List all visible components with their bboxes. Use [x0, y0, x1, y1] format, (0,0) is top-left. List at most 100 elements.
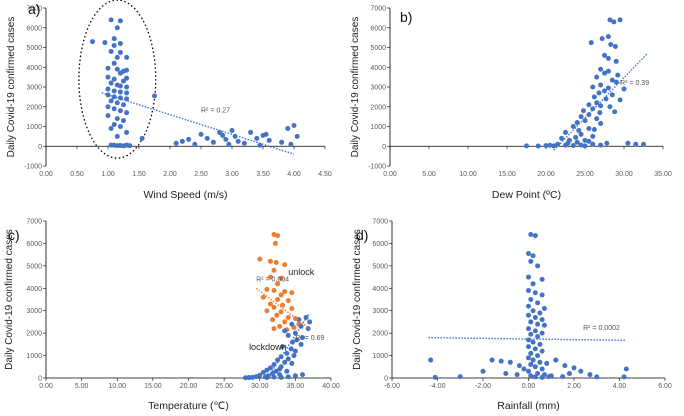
data-point-cases: [108, 17, 114, 23]
r-squared-label: R² = 0.0002: [583, 325, 620, 332]
data-point-cases: [105, 65, 111, 71]
data-point-cases: [220, 132, 226, 138]
data-point-cases: [605, 68, 611, 74]
data-point-unlock: [267, 274, 273, 280]
data-point-cases: [604, 140, 610, 146]
data-point-cases: [537, 341, 543, 347]
data-point-cases: [105, 104, 111, 110]
data-point-unlock: [274, 312, 280, 318]
r-squared-label: R² = 0.69: [295, 335, 324, 342]
data-point-cases: [617, 97, 623, 103]
data-point-cases: [590, 141, 596, 147]
data-point-cases: [105, 86, 111, 92]
x-tick-label: 10.00: [459, 171, 477, 178]
data-point-cases: [117, 124, 123, 129]
data-point-cases: [621, 86, 627, 92]
data-point-lockdown: [285, 356, 291, 362]
data-point-unlock: [280, 302, 286, 308]
data-point-unlock: [275, 233, 281, 239]
y-tick-label: 6000: [370, 25, 386, 32]
data-point-cases: [535, 334, 541, 340]
data-point-cases: [532, 233, 538, 239]
data-point-cases: [111, 106, 117, 112]
y-tick-label: 7000: [372, 219, 388, 226]
y-tick-label: 1000: [26, 353, 42, 360]
data-point-cases: [105, 74, 111, 80]
data-point-cases: [114, 116, 120, 122]
data-point-cases: [608, 42, 614, 48]
x-tick-label: 20.00: [537, 171, 555, 178]
x-tick-label: 6.00: [658, 383, 672, 390]
data-point-lockdown: [291, 353, 297, 359]
data-point-cases: [532, 314, 538, 320]
data-point-cases: [532, 290, 538, 296]
y-tick-label: 4000: [372, 286, 388, 293]
x-tick-label: 1.50: [132, 171, 146, 178]
data-point-cases: [526, 337, 531, 343]
data-point-cases: [566, 371, 572, 377]
y-tick-label: 3000: [26, 85, 42, 92]
data-point-cases: [532, 374, 538, 380]
data-point-cases: [114, 66, 120, 72]
r-squared-label: R² = 0.27: [201, 108, 230, 115]
data-point-cases: [539, 330, 545, 336]
data-point-cases: [535, 321, 541, 327]
y-tick-label: 5000: [372, 263, 388, 270]
x-axis-label: Dew Point (ºC): [492, 189, 561, 201]
data-point-cases: [198, 131, 204, 137]
data-point-cases: [528, 373, 534, 379]
data-point-cases: [111, 122, 117, 128]
y-tick-label: 2000: [372, 331, 388, 338]
y-tick-label: 1000: [26, 124, 42, 131]
data-point-unlock: [289, 305, 295, 311]
data-point-cases: [574, 139, 580, 145]
panel-label: c): [8, 227, 20, 243]
data-point-unlock: [285, 314, 291, 320]
y-tick-label: 7000: [26, 6, 42, 13]
data-point-lockdown: [285, 332, 291, 338]
data-point-cases: [114, 100, 120, 106]
data-point-cases: [590, 106, 596, 112]
y-tick-label: 4000: [26, 65, 42, 72]
y-tick-label: 3000: [370, 85, 386, 92]
data-point-unlock: [275, 297, 281, 302]
data-point-cases: [591, 126, 597, 132]
data-point-cases: [121, 78, 126, 84]
data-point-cases: [124, 67, 130, 73]
data-point-cases: [117, 41, 123, 47]
data-point-cases: [528, 258, 534, 264]
data-point-unlock: [282, 289, 288, 295]
data-point-cases: [596, 90, 602, 96]
data-point-cases: [117, 49, 123, 55]
data-point-cases: [598, 103, 604, 109]
data-point-cases: [609, 77, 615, 83]
data-point-cases: [625, 140, 631, 146]
data-point-cases: [597, 110, 603, 116]
data-point-cases: [179, 138, 185, 144]
y-tick-label: 7000: [370, 6, 386, 13]
data-point-cases: [121, 102, 126, 108]
chart-panel-c: 0 1000 2000 3000 4000 5000 6000 7000 0.00 5.00 10.…: [4, 219, 340, 413]
x-tick-label: 1.00: [101, 171, 115, 178]
data-point-cases: [541, 305, 547, 311]
data-point-cases: [117, 89, 123, 95]
x-tick-label: 35.00: [654, 171, 672, 178]
data-point-cases: [507, 359, 513, 365]
y-tick-label: 5000: [370, 45, 386, 52]
x-tick-label: -4.00: [430, 383, 446, 390]
data-point-cases: [235, 138, 241, 144]
data-point-cases: [117, 70, 123, 76]
data-point-cases: [578, 114, 584, 120]
data-point-cases: [530, 339, 536, 345]
data-point-cases: [587, 372, 593, 378]
x-tick-label: 0.00: [39, 171, 53, 178]
data-point-cases: [582, 143, 588, 149]
data-point-cases: [428, 357, 434, 363]
data-point-cases: [111, 36, 117, 42]
data-point-cases: [530, 357, 536, 363]
data-point-cases: [565, 140, 571, 146]
x-tick-label: -6.00: [384, 383, 400, 390]
data-point-cases: [528, 331, 534, 337]
data-point-cases: [514, 372, 520, 378]
